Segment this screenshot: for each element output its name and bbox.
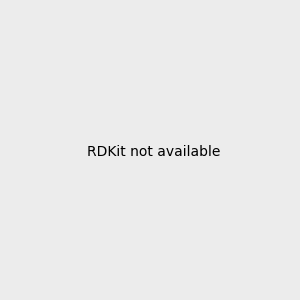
Text: RDKit not available: RDKit not available [87, 145, 220, 158]
